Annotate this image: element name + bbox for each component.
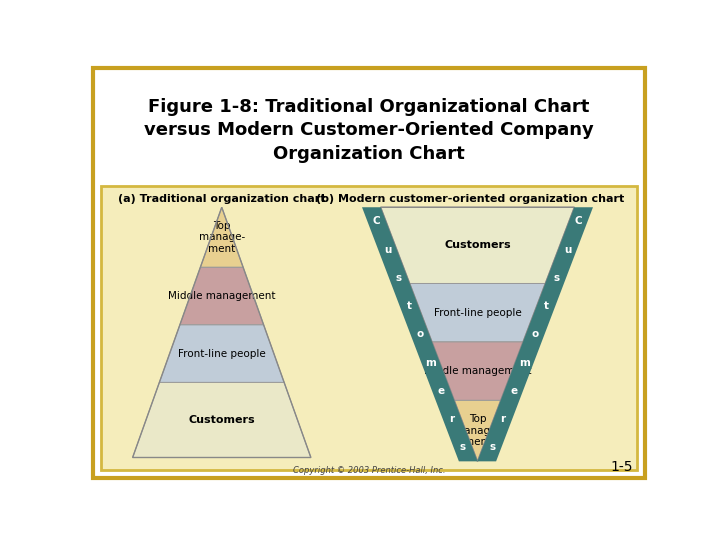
Polygon shape — [432, 342, 523, 400]
Text: t: t — [407, 301, 412, 311]
Text: r: r — [500, 414, 505, 424]
Text: r: r — [449, 414, 454, 424]
Text: Front-line people: Front-line people — [178, 349, 266, 359]
Text: Top
manage-
ment: Top manage- ment — [454, 414, 500, 448]
Text: s: s — [395, 273, 401, 283]
Text: e: e — [438, 386, 445, 396]
Polygon shape — [454, 400, 500, 461]
Polygon shape — [410, 284, 545, 342]
Text: t: t — [544, 301, 549, 311]
Text: m: m — [519, 357, 530, 368]
Text: C: C — [373, 217, 380, 226]
Polygon shape — [200, 207, 243, 267]
Text: (a) Traditional organization chart: (a) Traditional organization chart — [118, 194, 325, 204]
Text: u: u — [564, 245, 571, 254]
Text: s: s — [554, 273, 560, 283]
Text: 1-5: 1-5 — [610, 460, 632, 474]
Text: o: o — [531, 329, 539, 339]
FancyBboxPatch shape — [93, 68, 645, 477]
Text: Middle management: Middle management — [424, 366, 531, 376]
Text: C: C — [575, 217, 582, 226]
Text: Customers: Customers — [444, 240, 510, 251]
Polygon shape — [381, 207, 575, 284]
Text: (b) Modern customer-oriented organization chart: (b) Modern customer-oriented organizatio… — [315, 194, 624, 204]
Text: Copyright © 2003 Prentice-Hall, Inc.: Copyright © 2003 Prentice-Hall, Inc. — [293, 466, 445, 475]
Text: Top
manage-
ment: Top manage- ment — [199, 221, 245, 254]
Text: o: o — [416, 329, 423, 339]
Text: Front-line people: Front-line people — [433, 308, 521, 318]
Polygon shape — [132, 382, 311, 457]
FancyBboxPatch shape — [101, 186, 637, 470]
Text: u: u — [384, 245, 391, 254]
Polygon shape — [159, 325, 284, 382]
Text: s: s — [460, 442, 466, 452]
Polygon shape — [180, 267, 264, 325]
Polygon shape — [477, 207, 593, 461]
Text: e: e — [510, 386, 517, 396]
Text: Middle management: Middle management — [168, 291, 276, 301]
Text: Customers: Customers — [189, 415, 255, 425]
Text: Figure 1-8: Traditional Organizational Chart
versus Modern Customer-Oriented Com: Figure 1-8: Traditional Organizational C… — [144, 98, 594, 163]
Text: s: s — [489, 442, 495, 452]
Polygon shape — [362, 207, 477, 461]
Text: m: m — [425, 357, 436, 368]
